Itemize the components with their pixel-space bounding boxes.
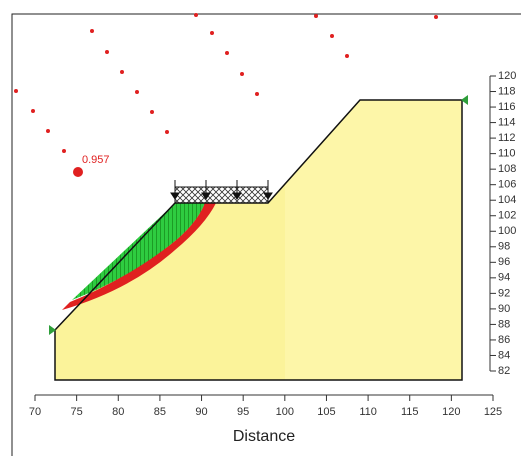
distributed-load bbox=[174, 186, 269, 204]
y-tick-label: 108 bbox=[498, 163, 516, 175]
y-tick-label: 110 bbox=[498, 148, 516, 160]
grid-centres bbox=[14, 13, 438, 153]
y-tick-label: 112 bbox=[498, 132, 516, 144]
y-tick-label: 86 bbox=[498, 334, 510, 346]
slip-band bbox=[62, 203, 216, 310]
y-tick-label: 98 bbox=[498, 241, 510, 253]
frame bbox=[11, 13, 521, 456]
x-tick-label: 75 bbox=[71, 406, 83, 418]
y-tick-label: 88 bbox=[498, 318, 510, 330]
x-tick-label: 105 bbox=[317, 406, 335, 418]
y-tick-label: 100 bbox=[498, 225, 516, 237]
x-tick-label: 100 bbox=[276, 406, 294, 418]
y-tick-label: 102 bbox=[498, 210, 516, 222]
slope-material-light bbox=[285, 100, 462, 380]
x-tick-label: 70 bbox=[29, 406, 41, 418]
x-tick-label: 125 bbox=[484, 406, 502, 418]
y-tick-label: 114 bbox=[498, 116, 516, 128]
x-tick-label: 115 bbox=[401, 406, 419, 418]
y-tick-label: 84 bbox=[498, 349, 510, 361]
x-axis-label: Distance bbox=[233, 428, 295, 445]
x-tick-label: 80 bbox=[112, 406, 124, 418]
y-tick-label: 120 bbox=[498, 70, 516, 82]
x-tick-label: 85 bbox=[154, 406, 166, 418]
y-tick-label: 92 bbox=[498, 287, 510, 299]
y-tick-label: 116 bbox=[498, 101, 516, 113]
y-tick-label: 104 bbox=[498, 194, 516, 206]
limit-marker bbox=[49, 325, 56, 335]
x-tick-label: 120 bbox=[442, 406, 460, 418]
y-tick-label: 96 bbox=[498, 256, 510, 268]
y-tick-label: 118 bbox=[498, 85, 516, 97]
x-tick-label: 90 bbox=[195, 406, 207, 418]
load-arrows bbox=[170, 180, 273, 200]
x-tick-label: 110 bbox=[359, 406, 377, 418]
x-tick-label: 95 bbox=[237, 406, 249, 418]
limit-marker bbox=[461, 95, 468, 105]
y-tick-label: 82 bbox=[498, 365, 510, 377]
y-tick-label: 94 bbox=[498, 272, 510, 284]
y-tick-label: 90 bbox=[498, 303, 510, 315]
critical-centre bbox=[73, 167, 83, 177]
y-tick-label: 106 bbox=[498, 179, 516, 191]
factor-of-safety: 0.957 bbox=[82, 154, 110, 166]
